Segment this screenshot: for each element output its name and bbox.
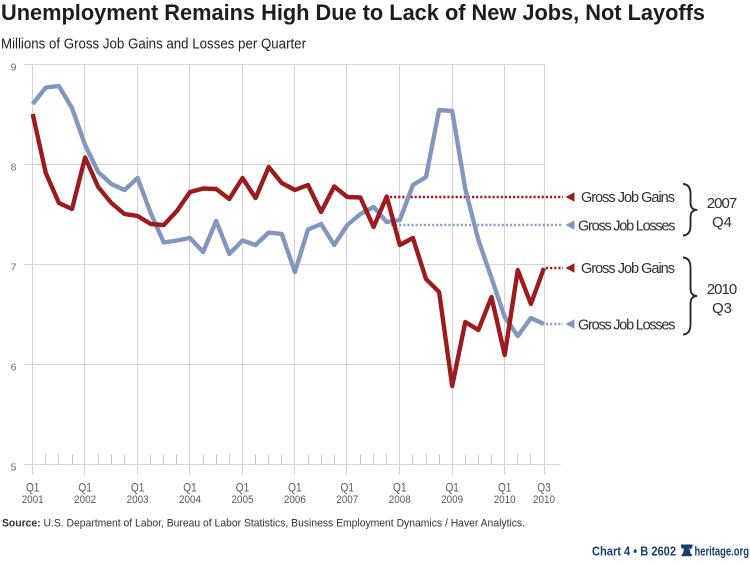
svg-text:7: 7 — [11, 262, 17, 274]
svg-text:Gross Job Losses: Gross Job Losses — [578, 318, 676, 334]
svg-text:Q1: Q1 — [78, 483, 92, 495]
svg-text:5: 5 — [11, 462, 17, 474]
svg-text:Q1: Q1 — [288, 483, 302, 495]
svg-text:Q3: Q3 — [712, 300, 732, 317]
svg-text:2009: 2009 — [441, 494, 463, 506]
svg-text:2004: 2004 — [179, 494, 201, 506]
svg-text:8: 8 — [11, 162, 17, 174]
svg-text:Q1: Q1 — [183, 483, 197, 495]
svg-text:Q4: Q4 — [712, 214, 732, 231]
svg-text:2010: 2010 — [494, 494, 516, 506]
svg-text:2010: 2010 — [533, 494, 555, 506]
svg-text:Q1: Q1 — [498, 483, 512, 495]
svg-text:2003: 2003 — [127, 494, 149, 506]
svg-text:2007: 2007 — [336, 494, 358, 506]
svg-text:Q1: Q1 — [341, 483, 355, 495]
svg-text:Gross Job Gains: Gross Job Gains — [581, 261, 675, 277]
svg-text:2007: 2007 — [707, 195, 738, 212]
svg-text:Gross Job Gains: Gross Job Gains — [581, 190, 675, 206]
svg-text:6: 6 — [11, 362, 17, 374]
svg-text:2006: 2006 — [284, 494, 306, 506]
svg-text:Q1: Q1 — [393, 483, 407, 495]
svg-text:Millions of Gross Job Gains an: Millions of Gross Job Gains and Losses p… — [1, 36, 306, 53]
svg-text:2005: 2005 — [232, 494, 254, 506]
svg-text:Q1: Q1 — [26, 483, 40, 495]
svg-text:Chart 4 • B 2602: Chart 4 • B 2602 — [592, 545, 676, 559]
svg-text:2002: 2002 — [74, 494, 96, 506]
svg-text:Unemployment Remains High Due: Unemployment Remains High Due to Lack of… — [1, 0, 705, 25]
svg-text:Q3: Q3 — [537, 483, 551, 495]
svg-text:Q1: Q1 — [236, 483, 250, 495]
svg-text:heritage.org: heritage.org — [695, 545, 750, 559]
svg-text:Q1: Q1 — [445, 483, 459, 495]
svg-text:2008: 2008 — [389, 494, 411, 506]
svg-text:2001: 2001 — [22, 494, 44, 506]
svg-text:Gross Job Losses: Gross Job Losses — [578, 219, 676, 235]
svg-text:Q1: Q1 — [131, 483, 145, 495]
svg-text:9: 9 — [11, 62, 17, 74]
svg-text:2010: 2010 — [707, 281, 738, 298]
svg-text:Source: U.S. Department of Lab: Source: U.S. Department of Labor, Bureau… — [2, 518, 525, 530]
